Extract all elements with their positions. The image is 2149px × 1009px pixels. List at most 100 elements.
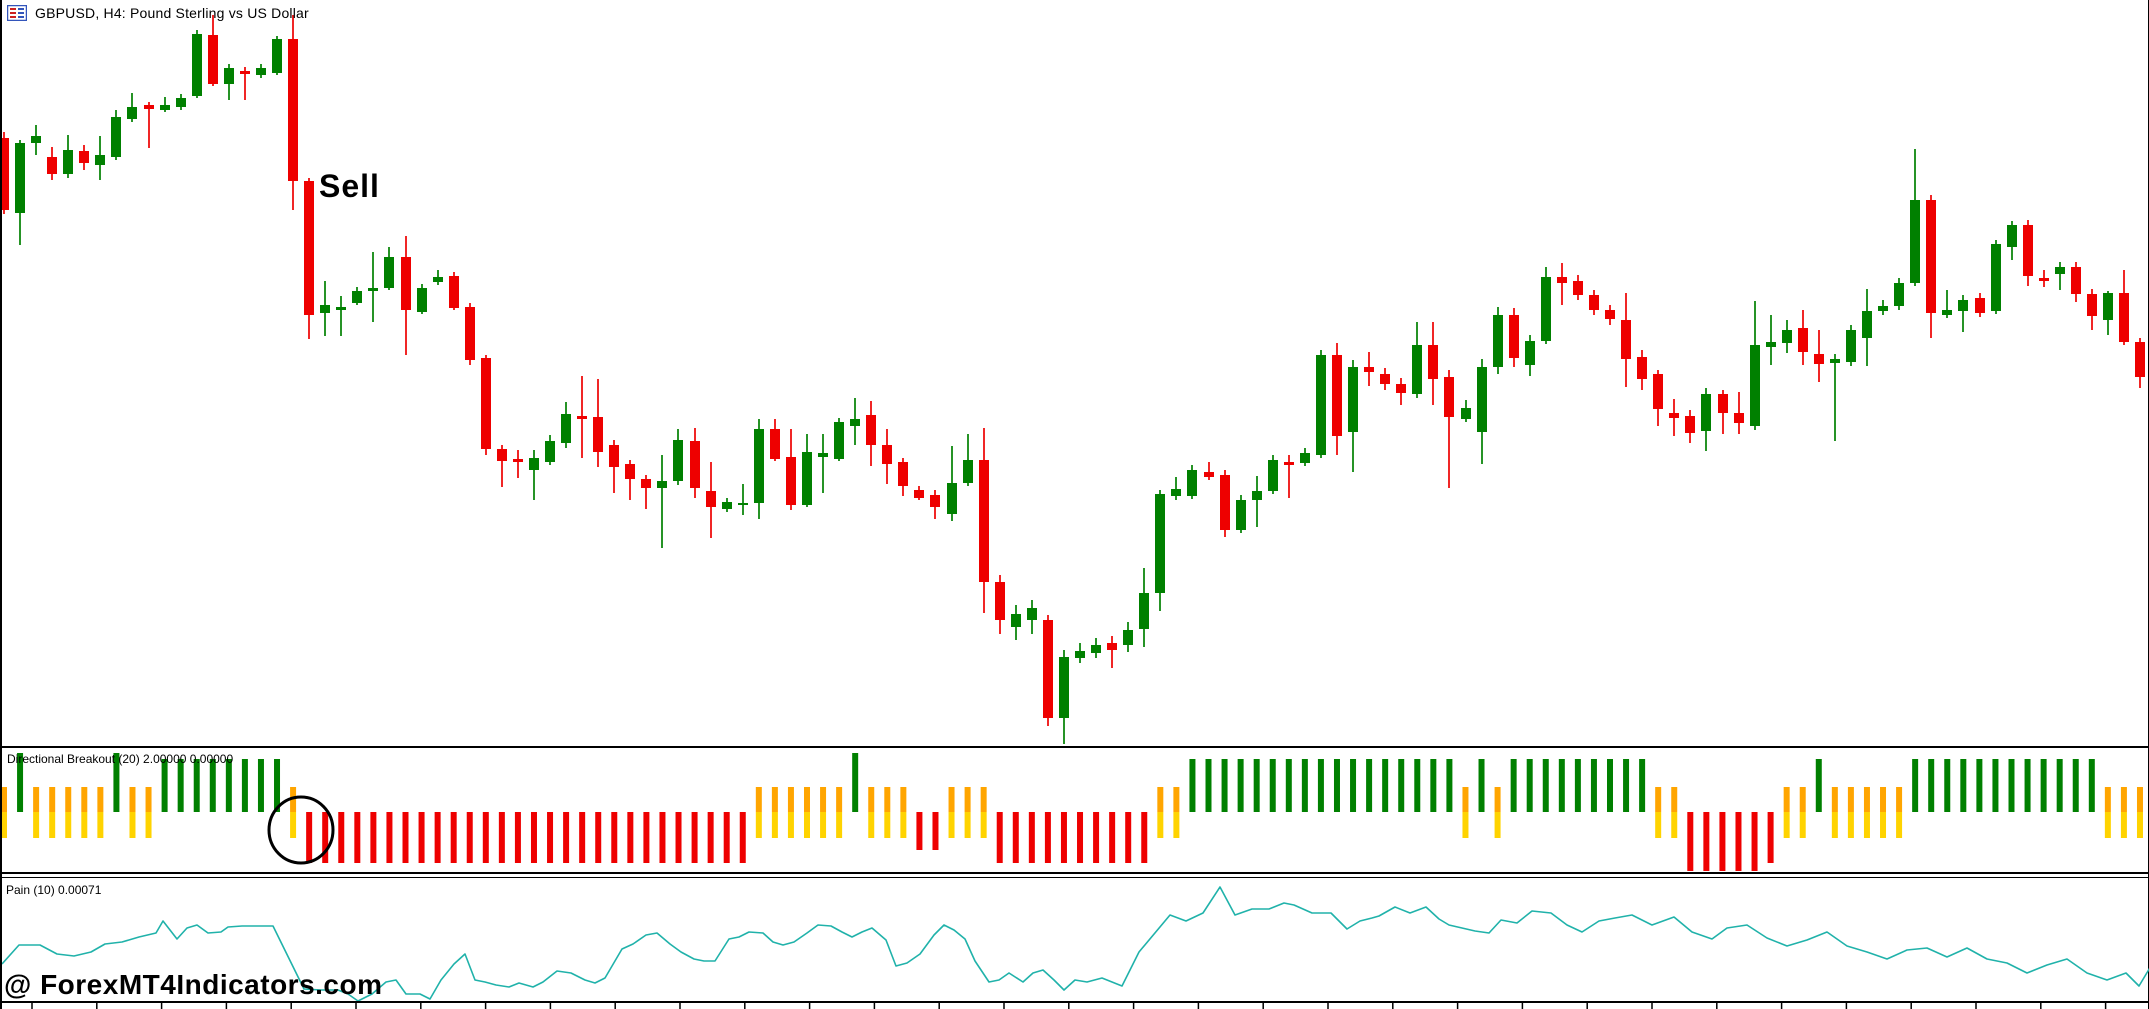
candle-body [176, 98, 186, 107]
candle-body [1573, 281, 1583, 295]
candle-body [577, 416, 587, 419]
candle-body [1798, 328, 1808, 352]
candle-body [272, 39, 282, 73]
breakout-bar-up [225, 759, 232, 812]
candle-body [818, 453, 828, 457]
breakout-bar-neutral-top [2104, 787, 2111, 812]
candle-body [1493, 315, 1503, 367]
breakout-bar-down [418, 812, 425, 863]
breakout-bar-neutral-top [755, 787, 762, 812]
breakout-bar-neutral-bottom [787, 812, 794, 838]
candle-body [1718, 394, 1728, 413]
breakout-bar-up [161, 759, 168, 812]
breakout-bar-neutral-bottom [1896, 812, 1903, 838]
breakout-bar-up [2040, 759, 2047, 812]
candle-body [979, 460, 989, 582]
candle-body [690, 441, 700, 488]
candle-body [1396, 384, 1406, 393]
candle-body [770, 429, 780, 459]
candle-body [641, 479, 651, 488]
breakout-bar-neutral-bottom [97, 812, 104, 838]
candle-body [320, 305, 330, 313]
candle-body [304, 181, 314, 315]
breakout-bar-down [1751, 812, 1758, 871]
breakout-bar-neutral-top [1173, 787, 1180, 812]
candle-body [63, 150, 73, 174]
candle-body [1958, 300, 1968, 311]
breakout-bar-up [1944, 759, 1951, 812]
breakout-bar-up [1478, 759, 1485, 812]
candle-body [1477, 367, 1487, 432]
candle-body [1862, 311, 1872, 338]
breakout-bar-up [1333, 759, 1340, 812]
breakout-bar-neutral-bottom [1462, 812, 1469, 838]
breakout-bar-neutral-top [2, 787, 7, 812]
candle-body [1091, 645, 1101, 653]
candle-body [513, 459, 523, 462]
candle-body [1300, 453, 1310, 463]
candle-body [1878, 306, 1888, 311]
breakout-bar-down [1687, 812, 1694, 871]
breakout-bar-neutral-top [836, 787, 843, 812]
breakout-bar-down [1109, 812, 1116, 863]
breakout-bar-up [2008, 759, 2015, 812]
candle-body [2039, 278, 2049, 281]
candle-body [352, 291, 362, 303]
breakout-bar-down [675, 812, 682, 863]
breakout-bar-down [659, 812, 666, 863]
breakout-bar-up [1189, 759, 1196, 812]
breakout-bar-up [1558, 759, 1565, 812]
candle-body [1123, 630, 1133, 645]
breakout-bar-neutral-top [1831, 787, 1838, 812]
breakout-bar-neutral-top [964, 787, 971, 812]
sell-annotation-label: Sell [319, 168, 380, 204]
candle-body [1075, 651, 1085, 658]
breakout-bar-down [1028, 812, 1035, 863]
candle-body [1284, 462, 1294, 465]
breakout-bar-neutral-bottom [755, 812, 762, 838]
candle-body [1332, 355, 1342, 436]
breakout-bar-neutral-bottom [948, 812, 955, 838]
breakout-bar-up [1301, 759, 1308, 812]
breakout-bar-neutral-top [81, 787, 88, 812]
breakout-bar-up [1912, 759, 1919, 812]
breakout-bar-up [1237, 759, 1244, 812]
candle-body [834, 422, 844, 459]
candle-body [2, 138, 9, 210]
breakout-bar-up [193, 759, 200, 812]
breakout-bar-neutral-bottom [65, 812, 72, 838]
breakout-bar-up [1366, 759, 1373, 812]
breakout-bar-down [1735, 812, 1742, 871]
candle-body [1059, 657, 1069, 718]
candle-body [79, 151, 89, 163]
candle-body [1011, 614, 1021, 627]
breakout-bar-neutral-top [1671, 787, 1678, 812]
candle-body [1220, 475, 1230, 530]
candle-body [384, 257, 394, 288]
candle-body [433, 277, 443, 282]
breakout-bar-neutral-bottom [1799, 812, 1806, 838]
breakout-bar-neutral-bottom [1880, 812, 1887, 838]
breakout-bar-down [450, 812, 457, 863]
breakout-bar-neutral-top [1655, 787, 1662, 812]
candle-body [2119, 293, 2129, 342]
breakout-bar-up [1526, 759, 1533, 812]
candle-body [1846, 330, 1856, 362]
candle-body [208, 35, 218, 84]
breakout-bar-down [1044, 812, 1051, 863]
breakout-bar-neutral-top [129, 787, 136, 812]
breakout-bar-down [547, 812, 554, 863]
breakout-bar-up [1221, 759, 1228, 812]
breakout-bar-neutral-top [1783, 787, 1790, 812]
watermark-text: @ ForexMT4Indicators.com [4, 969, 383, 1000]
breakout-bar-neutral-top [1863, 787, 1870, 812]
breakout-bar-neutral-bottom [836, 812, 843, 838]
breakout-bar-down [595, 812, 602, 863]
candle-body [1364, 367, 1374, 372]
breakout-bar-neutral-bottom [900, 812, 907, 838]
candle-body [481, 358, 491, 449]
breakout-bar-neutral-bottom [868, 812, 875, 838]
candle-body [1975, 298, 1985, 313]
